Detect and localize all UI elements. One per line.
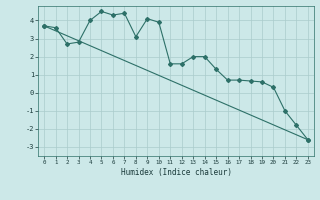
X-axis label: Humidex (Indice chaleur): Humidex (Indice chaleur) bbox=[121, 168, 231, 177]
